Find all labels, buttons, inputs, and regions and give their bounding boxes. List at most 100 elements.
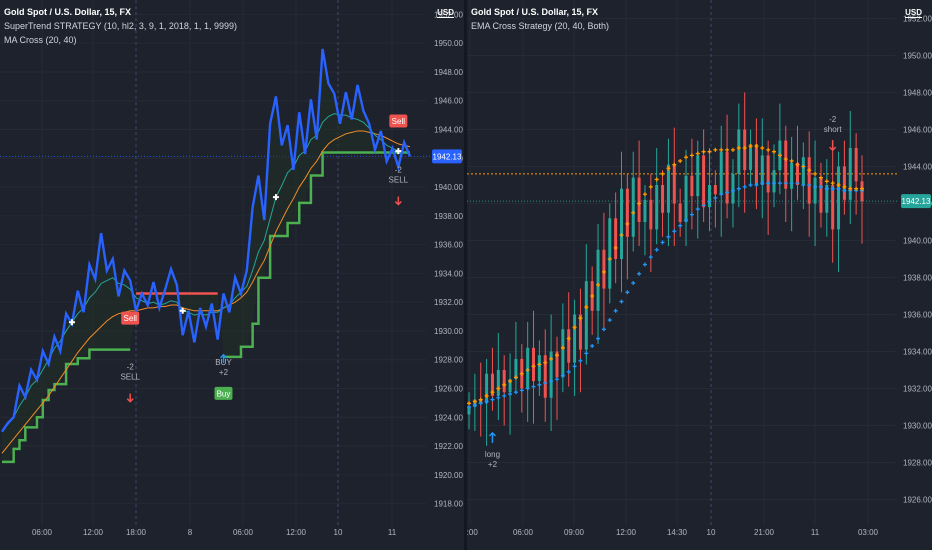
right-indicator-emacross[interactable]: EMA Cross Strategy (20, 40, Both): [471, 21, 610, 31]
ema40-marker: [684, 218, 689, 223]
ema40-marker: [619, 299, 624, 304]
candle-body: [825, 185, 829, 213]
x-tick-label: 11: [811, 528, 820, 537]
left-indicator-supertrend[interactable]: SuperTrend STRATEGY (10, hl2, 3, 9, 1, 2…: [4, 21, 237, 31]
ema40-marker: [766, 181, 771, 186]
candle-body: [631, 177, 635, 237]
candle-body: [578, 314, 582, 350]
x-tick-label: 03:00: [858, 528, 879, 537]
candle-body: [678, 203, 682, 222]
ema40-marker: [801, 183, 806, 187]
ema40-marker: [560, 373, 565, 378]
left-symbol-title[interactable]: Gold Spot / U.S. Dollar, 15, FX: [4, 7, 132, 17]
candle-body: [637, 177, 641, 222]
y-tick-label: 1948.00: [903, 89, 932, 98]
y-tick-label: 1928.00: [903, 459, 932, 468]
left-currency-label[interactable]: USD: [437, 8, 454, 18]
right-chart-panel[interactable]: 1926.00 1928.00 1930.00 1932.00 1934.00 1936.…: [467, 0, 932, 550]
x-tick-label: 12:00: [83, 528, 104, 537]
signal-label-box: [214, 386, 233, 400]
candle-body: [573, 314, 577, 363]
ema40-marker: [590, 343, 595, 348]
candle-body: [508, 379, 512, 393]
ema20-marker: [654, 177, 659, 182]
y-tick-label: 1920.00: [434, 471, 463, 480]
ema20-marker: [472, 399, 477, 404]
ema20-marker: [836, 183, 841, 187]
y-tick-label: 1944.00: [903, 163, 932, 172]
ema20-marker: [754, 144, 759, 149]
cross-marker-icon: [272, 194, 279, 201]
ema20-marker: [560, 345, 565, 350]
ema20-marker: [860, 186, 864, 191]
candle-body: [707, 185, 711, 208]
right-symbol-title[interactable]: Gold Spot / U.S. Dollar, 15, FX: [471, 7, 599, 17]
y-tick-label: 1938.00: [434, 212, 463, 221]
y-tick-label: 1952.00: [903, 15, 932, 24]
ema20-marker: [496, 386, 501, 391]
candle-body: [790, 162, 794, 189]
ema40-marker: [689, 212, 694, 217]
left-indicator-macross[interactable]: MA Cross (20, 40): [4, 35, 77, 45]
ema40-marker: [596, 336, 601, 341]
ema40-marker: [807, 183, 812, 187]
buy-arrow-icon: [219, 353, 228, 363]
candle-body: [555, 351, 559, 378]
x-tick-label: 06:00: [233, 528, 254, 537]
ema20-marker: [842, 184, 847, 189]
ema40-marker: [572, 364, 577, 369]
right-currency-label[interactable]: USD: [905, 8, 922, 18]
panel-divider[interactable]: [464, 0, 467, 550]
ema20-marker: [490, 390, 495, 395]
sell-arrow-icon: [829, 140, 837, 152]
ema20-marker: [766, 147, 771, 152]
ema40-marker: [830, 186, 835, 191]
candle-body: [490, 373, 494, 396]
ema20-marker: [695, 151, 700, 156]
candle-body: [801, 157, 805, 185]
ema20-marker: [549, 356, 554, 361]
ema20-marker: [777, 153, 782, 158]
ema20-marker: [783, 157, 788, 162]
ema40-marker: [543, 380, 548, 385]
candle-body: [549, 351, 553, 398]
ema20-marker: [795, 162, 800, 167]
ema20-marker: [801, 164, 806, 169]
ema40-marker: [725, 190, 730, 195]
y-tick-label: 1944.00: [434, 126, 463, 135]
ema20-marker: [748, 144, 753, 149]
ema20-marker: [531, 364, 536, 369]
ema40-marker: [818, 184, 823, 189]
candle-body: [666, 164, 670, 213]
candle-body: [713, 185, 717, 195]
candle-body: [684, 175, 688, 222]
candle-body: [819, 177, 823, 213]
ema40-marker: [666, 234, 671, 239]
ema40-marker: [772, 181, 777, 186]
x-tick-label: 12:00: [286, 528, 307, 537]
y-tick-label: 1930.00: [903, 422, 932, 431]
candle-body: [514, 358, 518, 380]
cross-marker-icon: [68, 319, 75, 326]
ema20-marker: [613, 245, 618, 250]
ema20-marker: [818, 175, 823, 180]
ema40-marker: [637, 271, 642, 276]
left-chart-canvas[interactable]: 1918.00 1920.00 1922.00 1924.00 1926.00 1928.…: [0, 0, 464, 550]
candle-body: [754, 144, 758, 185]
ema20-marker: [684, 155, 689, 160]
ema20-marker: [824, 179, 829, 184]
candle-body: [702, 155, 706, 208]
candle-body: [625, 188, 629, 237]
ema40-marker: [525, 386, 530, 391]
candle-body: [620, 188, 624, 259]
left-chart-panel[interactable]: 1918.00 1920.00 1922.00 1924.00 1926.00 1928.…: [0, 0, 464, 550]
ema20-marker: [807, 168, 812, 173]
ema20-marker: [502, 382, 507, 387]
ema20-marker: [590, 294, 595, 298]
right-chart-canvas[interactable]: 1926.00 1928.00 1930.00 1932.00 1934.00 1936.…: [467, 0, 932, 550]
ema40-marker: [813, 184, 818, 189]
x-tick-label: 10: [334, 528, 343, 537]
candle-body: [737, 129, 741, 174]
ema40-marker: [496, 395, 501, 400]
x-tick-label: 09:00: [564, 528, 585, 537]
